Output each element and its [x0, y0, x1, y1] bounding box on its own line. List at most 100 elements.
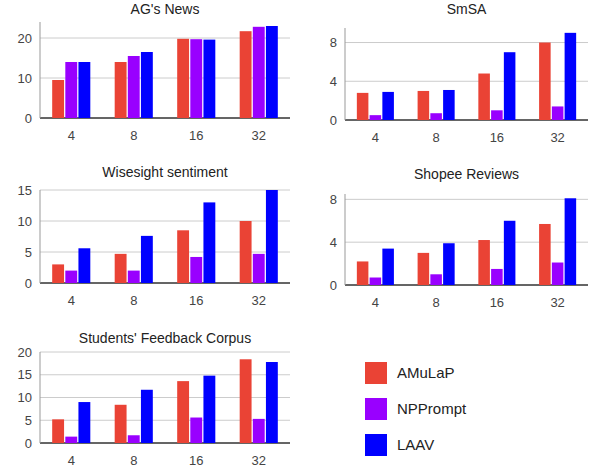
bar [478, 74, 490, 120]
bar [253, 419, 265, 443]
chart-title: SmSA [447, 1, 487, 17]
chart-panel: Wisesight sentiment051015481632 [18, 164, 290, 308]
y-tick-label: 15 [18, 183, 32, 198]
bar [177, 39, 189, 118]
bar [370, 278, 382, 285]
y-tick-label: 15 [18, 367, 32, 382]
x-tick-label: 32 [550, 130, 564, 145]
grid-line [345, 81, 588, 82]
bar [539, 43, 551, 120]
x-tick-label: 4 [372, 130, 379, 145]
x-tick-label: 8 [130, 293, 137, 308]
grid-line [40, 420, 290, 421]
x-tick-label: 4 [68, 128, 75, 143]
x-tick-label: 16 [189, 453, 203, 468]
y-tick-label: 0 [25, 276, 32, 291]
bar [253, 254, 265, 283]
bar [190, 257, 202, 283]
bar [552, 263, 564, 285]
bar [141, 236, 153, 283]
bar [78, 248, 90, 283]
y-tick-label: 0 [25, 436, 32, 451]
y-tick-label: 20 [18, 345, 32, 360]
chart-panel: AG's News01020481632 [18, 1, 290, 143]
bar [190, 39, 202, 118]
bar [357, 93, 369, 120]
bar [266, 362, 278, 443]
bar [203, 202, 215, 283]
y-tick-label: 0 [330, 113, 337, 128]
grid-line [345, 120, 588, 121]
x-tick-label: 16 [189, 128, 203, 143]
y-axis-line [40, 190, 41, 283]
chart-title: AG's News [131, 1, 200, 17]
grid-line [40, 283, 290, 284]
grid-line [40, 221, 290, 222]
bar [78, 62, 90, 118]
x-tick-label: 8 [433, 130, 440, 145]
legend-swatch [365, 362, 387, 384]
bar [115, 405, 127, 443]
bar [552, 106, 564, 120]
x-tick-label: 16 [490, 295, 504, 310]
y-tick-label: 0 [330, 278, 337, 293]
bar [565, 198, 577, 285]
grid-line [40, 190, 290, 191]
bar [52, 419, 64, 443]
legend-swatch [365, 398, 387, 420]
bar [382, 249, 394, 285]
chart-panel: Shopee Reviews048481632 [330, 166, 588, 310]
bar [443, 90, 455, 120]
y-tick-label: 10 [18, 71, 32, 86]
x-tick-label: 16 [490, 130, 504, 145]
bar [539, 224, 551, 285]
grid-line [345, 242, 588, 243]
y-tick-label: 4 [330, 235, 337, 250]
bar [253, 27, 265, 118]
bar [240, 221, 252, 283]
bar [430, 274, 442, 285]
bar [266, 26, 278, 118]
bar [203, 376, 215, 443]
x-tick-label: 32 [252, 293, 266, 308]
bar [141, 52, 153, 118]
grid-line [345, 199, 588, 200]
bar [504, 52, 516, 120]
legend-label: LAAV [397, 436, 434, 453]
y-axis-line [345, 194, 346, 285]
grid-line [345, 285, 588, 286]
y-tick-label: 8 [330, 192, 337, 207]
x-tick-label: 8 [130, 128, 137, 143]
grid-line [345, 42, 588, 43]
bars [52, 359, 278, 443]
x-axis-line [40, 118, 290, 119]
chart-title: Wisesight sentiment [102, 164, 227, 180]
bar [240, 359, 252, 443]
chart-panel: SmSA 0 4 8 4 8 16 32 [330, 1, 588, 145]
y-tick-label: 4 [330, 74, 337, 89]
bar [443, 243, 455, 285]
x-tick-label: 8 [433, 295, 440, 310]
bar [128, 56, 140, 118]
bar [478, 240, 490, 285]
y-tick-label: 8 [330, 35, 337, 50]
bar [504, 221, 516, 285]
y-axis-line [40, 352, 41, 443]
bar [65, 271, 77, 283]
bar [190, 418, 202, 443]
x-tick-label: 4 [68, 293, 75, 308]
bar [491, 110, 503, 120]
x-axis-line [345, 120, 588, 121]
bar [177, 381, 189, 443]
grid-line [40, 78, 290, 79]
grid-line [40, 118, 290, 119]
x-tick-label: 8 [130, 453, 137, 468]
y-tick-label: 20 [18, 31, 32, 46]
x-tick-label: 4 [372, 295, 379, 310]
grid-line [40, 38, 290, 39]
bar [128, 435, 140, 443]
bars [52, 190, 278, 283]
bar [430, 113, 442, 120]
bar [565, 33, 577, 120]
bars [357, 33, 576, 120]
